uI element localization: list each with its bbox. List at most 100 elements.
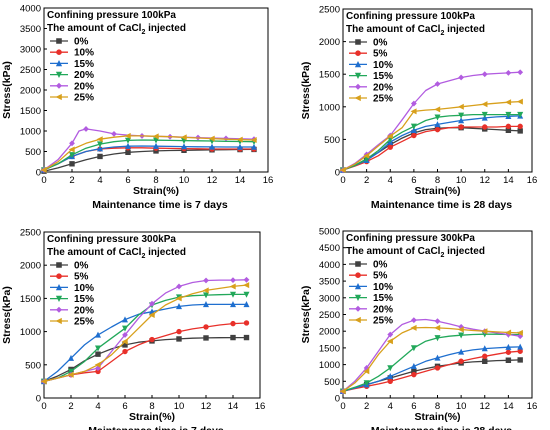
y-tick-label: 1000 (319, 102, 340, 113)
x-tick-label: 2 (69, 175, 74, 186)
y-tick-label: 2500 (319, 310, 340, 321)
data-point (148, 311, 155, 319)
data-point (434, 126, 441, 133)
x-tick-label: 16 (263, 175, 274, 186)
data-point (410, 108, 417, 115)
y-tick-label: 2500 (20, 228, 41, 239)
data-point (243, 282, 250, 289)
data-point (94, 361, 101, 368)
legend-marker (55, 306, 63, 313)
data-point (121, 316, 129, 323)
series-line (342, 346, 521, 392)
x-tick-label: 14 (503, 401, 514, 412)
y-tick-label: 0 (36, 394, 41, 405)
annotation-cacl2-text: The amount of CaCl (47, 23, 142, 34)
series-6 (40, 282, 250, 385)
x-tick-label: 6 (125, 175, 130, 186)
data-point (458, 74, 465, 81)
legend-label: 25% (74, 93, 94, 104)
data-point (67, 368, 75, 375)
data-point (40, 378, 47, 385)
data-point (111, 130, 117, 137)
legend-label: 20% (373, 82, 393, 93)
chart-caption: Maintenance time is 7 days (92, 199, 228, 211)
x-tick-label: 10 (456, 175, 467, 186)
data-point (363, 368, 370, 375)
data-point (387, 331, 394, 338)
data-point (481, 328, 488, 335)
legend-marker (55, 283, 63, 291)
x-tick-label: 0 (340, 175, 345, 186)
x-tick-label: 14 (228, 401, 239, 412)
data-point (457, 326, 464, 333)
legend-marker (354, 316, 361, 324)
data-point (505, 69, 512, 76)
legend-label: 15% (373, 71, 393, 82)
data-point (202, 292, 210, 299)
legend-marker (55, 59, 63, 67)
data-point (410, 100, 417, 107)
data-point (208, 135, 215, 142)
data-point (386, 133, 393, 140)
data-point (387, 372, 394, 379)
x-tick-label: 10 (456, 401, 467, 412)
data-point (152, 133, 159, 140)
series-line (342, 125, 521, 171)
legend-marker (55, 93, 62, 101)
x-tick-label: 10 (174, 401, 185, 412)
data-point (69, 161, 75, 167)
x-tick-label: 16 (527, 401, 538, 412)
y-tick-label: 4500 (319, 243, 340, 254)
legend-label: 15% (373, 293, 393, 304)
y-tick-label: 0 (335, 168, 340, 179)
x-tick-label: 8 (435, 401, 440, 412)
series-line (43, 139, 255, 171)
x-tick-label: 12 (201, 401, 212, 412)
data-point (363, 152, 370, 159)
data-point (124, 132, 131, 139)
data-point (243, 320, 250, 326)
data-point (339, 167, 346, 174)
data-point (517, 69, 524, 76)
data-point (69, 140, 75, 147)
x-tick-label: 4 (95, 401, 100, 412)
legend-label: 0% (373, 260, 388, 271)
data-point (176, 283, 182, 290)
y-tick-label: 1000 (319, 360, 340, 371)
x-tick-label: 4 (388, 401, 393, 412)
data-point (434, 318, 441, 325)
x-tick-label: 2 (68, 401, 73, 412)
data-point (124, 142, 132, 149)
data-point (481, 111, 488, 118)
data-point (95, 365, 101, 372)
annotation-cacl2-text: The amount of CaCl (47, 247, 142, 258)
legend-marker (354, 83, 362, 90)
x-axis-label: Strain(%) (414, 411, 460, 423)
data-point (229, 283, 236, 290)
x-tick-label: 8 (149, 401, 154, 412)
series-line (342, 333, 521, 392)
series-2 (340, 123, 523, 173)
data-point (67, 371, 74, 378)
data-point (434, 106, 441, 113)
data-point (175, 295, 182, 302)
data-point (457, 103, 464, 110)
data-point (339, 388, 346, 395)
data-point (180, 143, 188, 150)
data-point (121, 338, 128, 345)
data-point (516, 98, 523, 105)
x-tick-label: 8 (153, 175, 158, 186)
chart-panel-1: 0 2 4 6 8 10 12 14 16 0 500 1000 1500 2000 2500 3000 350… (1, 4, 273, 212)
data-point (124, 137, 132, 144)
legend-label: 25% (373, 94, 393, 105)
x-tick-label: 6 (411, 175, 416, 186)
y-tick-label: 3500 (319, 277, 340, 288)
y-tick-label: 1500 (20, 294, 41, 305)
series-1 (340, 124, 523, 173)
y-tick-label: 5000 (319, 227, 340, 238)
x-tick-label: 10 (179, 175, 190, 186)
data-point (152, 137, 160, 144)
legend-label: 5% (373, 49, 388, 60)
data-point (68, 146, 75, 153)
data-point (96, 136, 103, 143)
